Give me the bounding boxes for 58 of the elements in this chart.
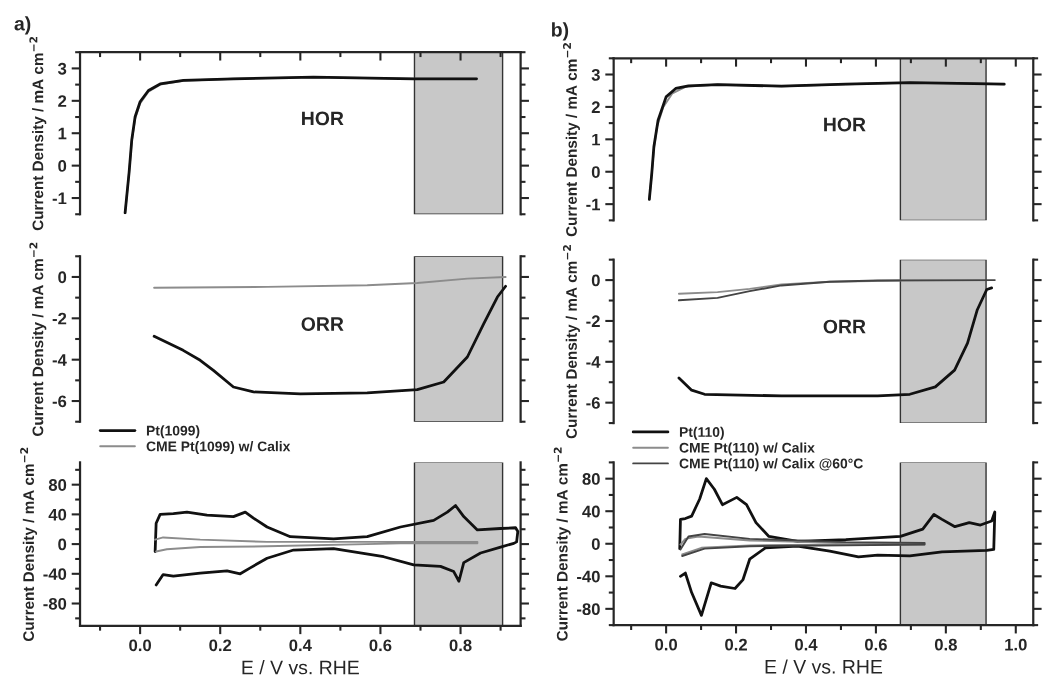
y-tick-label: 2 xyxy=(591,101,600,113)
y-axis-title: Current Density / mA cm$^{−2}$ xyxy=(20,447,38,642)
x-tick-label: 0.6 xyxy=(369,639,392,652)
x-tick-label: 0.2 xyxy=(725,638,747,651)
y-tick-label: 3 xyxy=(57,62,67,75)
chart-title: a) xyxy=(14,16,31,35)
y-tick-label: 40 xyxy=(48,508,67,521)
y-tick-label: 1 xyxy=(58,127,67,140)
y-tick-label: 0 xyxy=(58,538,67,551)
legend-label: CME Pt(110) w/ Calix xyxy=(679,442,815,456)
y-axis-title: Current Density / mA cm$^{−2}$ xyxy=(29,36,47,231)
x-axis-title: E / V vs. RHE xyxy=(765,659,883,674)
x-axis-title: E / V vs. RHE xyxy=(242,660,359,675)
annotation: ORR xyxy=(301,317,344,331)
x-tick-label: 1.0 xyxy=(1005,638,1027,651)
annotation: HOR xyxy=(824,117,866,132)
y-tick-label: -80 xyxy=(577,603,600,616)
y-tick-label: -2 xyxy=(52,312,67,325)
x-tick-label: 0.0 xyxy=(129,639,152,652)
y-tick-label: 80 xyxy=(48,479,67,491)
y-axis-title: Current Density / mA cm$^{−2}$ xyxy=(553,447,571,641)
y-axis-title: Current Density / mA cm$^{−2}$ xyxy=(562,43,580,237)
y-axis-title: Current Density / mA cm$^{−2}$ xyxy=(562,245,580,439)
legend-label: CME Pt(110) w/ Calix @60°C xyxy=(679,458,863,472)
y-tick-label: -2 xyxy=(586,315,600,327)
y-tick-label: 0 xyxy=(591,274,600,287)
y-tick-label: -40 xyxy=(43,568,67,581)
x-tick-label: 0.6 xyxy=(864,638,887,651)
legend-label: Pt(110) xyxy=(679,426,724,440)
annotation: ORR xyxy=(823,319,866,334)
y-tick-label: -1 xyxy=(586,198,601,211)
x-tick-label: 0.2 xyxy=(209,639,232,652)
y-tick-label: -6 xyxy=(52,395,67,408)
x-tick-label: 0.8 xyxy=(934,638,957,651)
y-tick-label: 1 xyxy=(592,133,601,146)
y-tick-label: -4 xyxy=(52,354,67,366)
annotation: HOR xyxy=(302,111,344,126)
y-tick-label: 80 xyxy=(582,473,600,485)
x-tick-label: 0.0 xyxy=(655,638,678,651)
y-tick-label: 2 xyxy=(58,95,67,107)
chart-title: b) xyxy=(552,22,569,41)
y-tick-label: -80 xyxy=(43,597,67,610)
y-tick-label: 3 xyxy=(591,68,600,81)
y-tick-label: -1 xyxy=(52,192,67,205)
y-tick-label: -4 xyxy=(586,356,601,368)
y-axis-title: Current Density / mA cm$^{−2}$ xyxy=(29,242,47,436)
y-tick-label: 0 xyxy=(58,271,67,284)
y-tick-label: 0 xyxy=(591,166,600,178)
y-tick-label: 40 xyxy=(582,505,600,518)
y-tick-label: 0 xyxy=(58,160,67,172)
legend-label: CME Pt(1099) w/ Calix xyxy=(146,441,291,455)
y-tick-label: 0 xyxy=(591,538,600,550)
y-tick-label: -6 xyxy=(586,397,600,409)
x-tick-label: 0.8 xyxy=(449,639,472,652)
y-tick-label: -40 xyxy=(577,570,600,583)
x-tick-label: 0.4 xyxy=(289,639,312,652)
legend-label: Pt(1099) xyxy=(146,425,200,439)
x-tick-label: 0.4 xyxy=(795,638,818,651)
